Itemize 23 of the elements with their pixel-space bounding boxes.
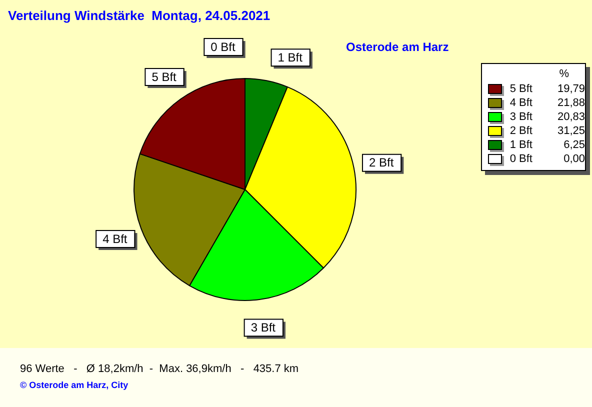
text: 96 Werte - Ø 18,2km/h - Max. 36,9km/h - 435.7 km	[20, 363, 299, 375]
slice-label: 4 Bft	[102, 232, 128, 246]
legend-title: %	[558, 68, 570, 80]
slice-label: 3 Bft	[250, 320, 276, 335]
legend-label: 2 Bft	[510, 125, 534, 137]
category-label: 0 Bft	[210, 40, 236, 54]
legend-label: 0 Bft	[510, 153, 534, 165]
chart-subtitle: Osterode am Harz	[346, 40, 449, 54]
data-label: 31,25	[556, 125, 585, 137]
legend-label: 4 Bft	[510, 97, 534, 109]
chart-title: Verteilung Windstärke Montag, 24.05.2021	[8, 8, 270, 23]
data-label: 19,79	[556, 83, 585, 95]
data-label: 6,25	[562, 139, 585, 151]
legend-label: 1 Bft	[510, 139, 534, 151]
data-label: 21,88	[556, 97, 585, 109]
slice-label: 2 Bft	[368, 156, 394, 170]
data-label: 20,83	[556, 111, 585, 123]
text: 0,00	[564, 153, 585, 165]
legend-label: 5 Bft	[510, 83, 534, 95]
legend-label: 3 Bft	[510, 111, 534, 123]
slice-label: 5 Bft	[152, 70, 178, 84]
slice-label: 1 Bft	[278, 50, 304, 64]
text: © Osterode am Harz, City	[20, 380, 128, 390]
